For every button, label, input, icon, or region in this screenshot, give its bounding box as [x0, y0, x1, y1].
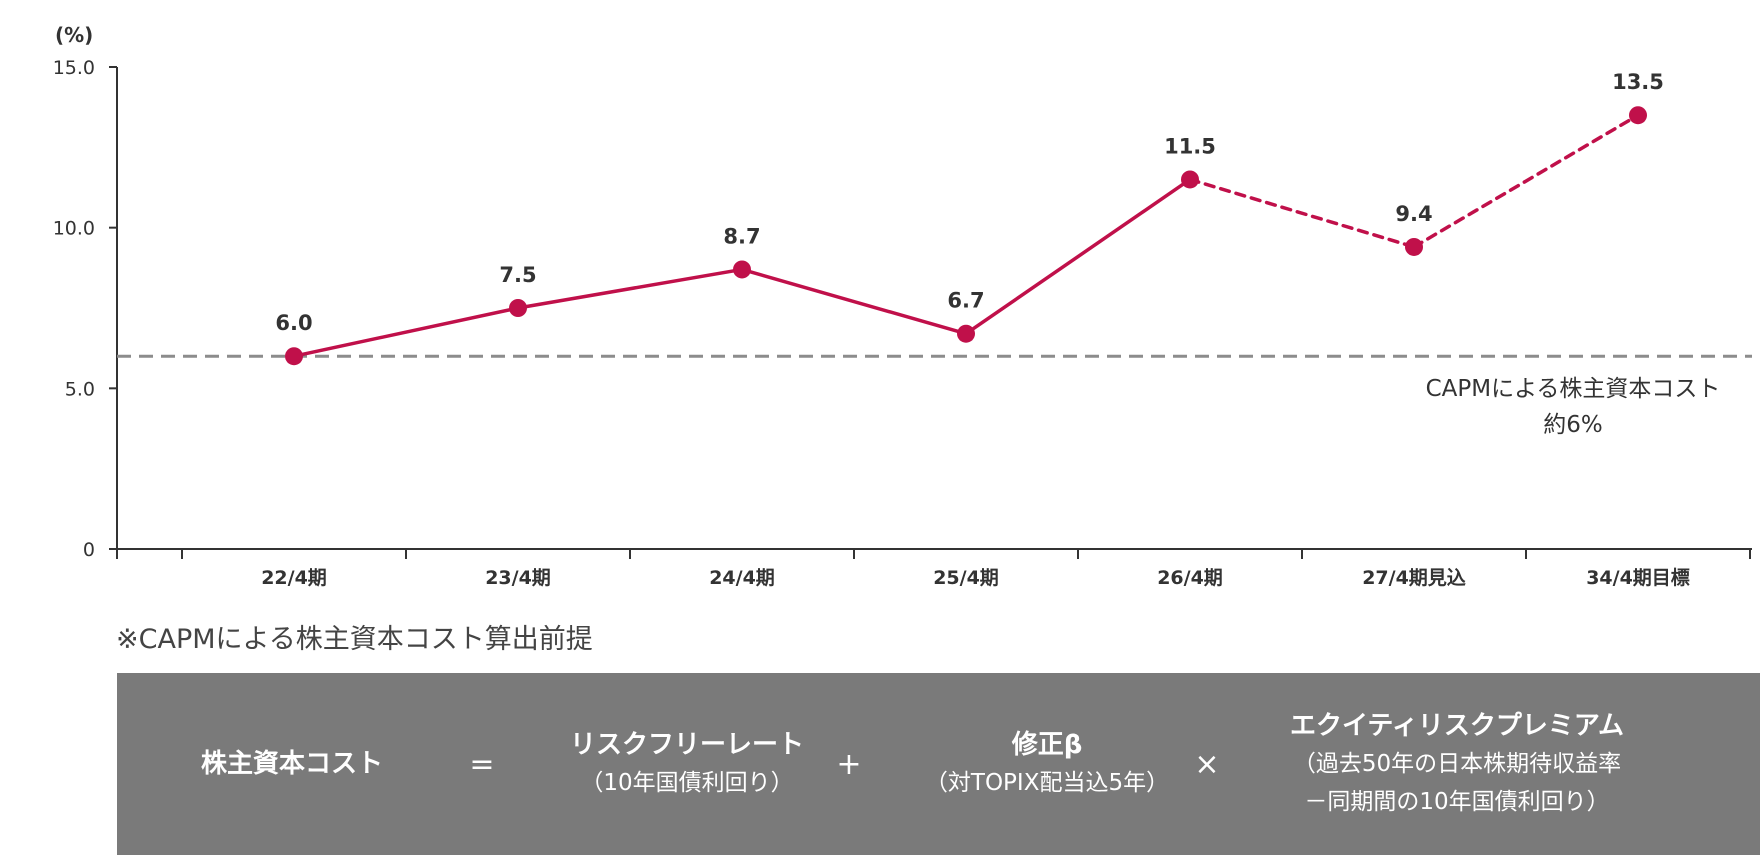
data-label: 6.0 — [275, 311, 312, 335]
y-axis: 0 5.0 10.0 15.0 — [53, 57, 118, 561]
x-category-label: 23/4期 — [485, 567, 551, 589]
y-tick-label: 15.0 — [53, 57, 95, 79]
data-label: 9.4 — [1395, 202, 1432, 226]
formula-adjusted-beta: 修正β （対TOPIX配当込5年） — [897, 673, 1197, 855]
formula-premium-label: エクイティリスクプレミアム — [1289, 711, 1625, 741]
formula-equity-risk-premium: エクイティリスクプレミアム （過去50年の日本株期待収益率 －同期間の10年国債… — [1247, 673, 1667, 855]
x-category-label: 34/4期目標 — [1586, 566, 1690, 589]
series-segment — [516, 267, 744, 310]
formula-risk-free-sub: （10年国債利回り） — [580, 770, 794, 796]
formula-equals-sign: = — [469, 746, 495, 782]
data-series — [292, 113, 1640, 358]
formula-beta-sub: （対TOPIX配当込5年） — [924, 770, 1170, 796]
formula-beta-label: 修正β — [1011, 730, 1083, 760]
formula-times-sign: × — [1194, 746, 1220, 782]
data-label: 11.5 — [1164, 134, 1216, 158]
y-tick-label: 0 — [83, 539, 95, 561]
series-segment-forecast — [1412, 113, 1640, 249]
x-category-label: 26/4期 — [1157, 567, 1223, 589]
calculation-note: ※CAPMによる株主資本コスト算出前提 — [116, 624, 593, 655]
x-category-label: 25/4期 — [933, 567, 999, 589]
data-labels: 6.0 7.5 8.7 6.7 11.5 9.4 13.5 — [275, 70, 1664, 335]
formula-cost-of-equity: 株主資本コスト — [177, 673, 407, 855]
data-label: 6.7 — [947, 289, 984, 313]
x-category-label: 27/4期見込 — [1362, 567, 1466, 589]
data-point — [1629, 106, 1647, 125]
y-tick-label: 5.0 — [65, 378, 95, 400]
formula-plus-sign: + — [836, 746, 862, 782]
data-label: 7.5 — [499, 263, 536, 287]
series-segment — [964, 177, 1192, 336]
formula-risk-free-rate: リスクフリーレート （10年国債利回り） — [537, 673, 837, 855]
data-points — [285, 106, 1647, 366]
reference-line-label: CAPMによる株主資本コスト — [1426, 376, 1721, 402]
data-point — [285, 347, 303, 366]
formula-risk-free-label: リスクフリーレート — [569, 730, 804, 760]
formula-cost-label: 株主資本コスト — [200, 749, 383, 779]
capm-formula-box: 株主資本コスト = リスクフリーレート （10年国債利回り） + 修正β （対T… — [117, 673, 1760, 855]
data-point — [1181, 170, 1199, 189]
line-chart: (%) 0 5.0 10.0 15.0 22/4期 23/4期 24/4期 25/4期 26/… — [53, 23, 1752, 589]
formula-premium-sub2: －同期間の10年国債利回り） — [1304, 789, 1610, 815]
data-label: 8.7 — [723, 224, 760, 248]
series-segment — [740, 267, 968, 336]
data-point — [733, 260, 751, 279]
x-category-label: 24/4期 — [709, 567, 775, 589]
data-point — [509, 299, 527, 317]
formula-premium-sub1: （過去50年の日本株期待収益率 — [1292, 751, 1622, 777]
reference-line-sublabel: 約6% — [1543, 412, 1603, 438]
unit-label: (%) — [55, 23, 93, 47]
data-point — [957, 324, 975, 343]
y-tick-label: 10.0 — [53, 218, 95, 240]
data-label: 13.5 — [1612, 70, 1664, 94]
x-category-label: 22/4期 — [261, 567, 327, 589]
data-point — [1405, 237, 1423, 256]
series-segment-forecast — [1188, 177, 1416, 249]
x-axis: 22/4期 23/4期 24/4期 25/4期 26/4期 27/4期見込 34/4期目標 — [116, 548, 1752, 589]
series-segment — [292, 306, 520, 358]
